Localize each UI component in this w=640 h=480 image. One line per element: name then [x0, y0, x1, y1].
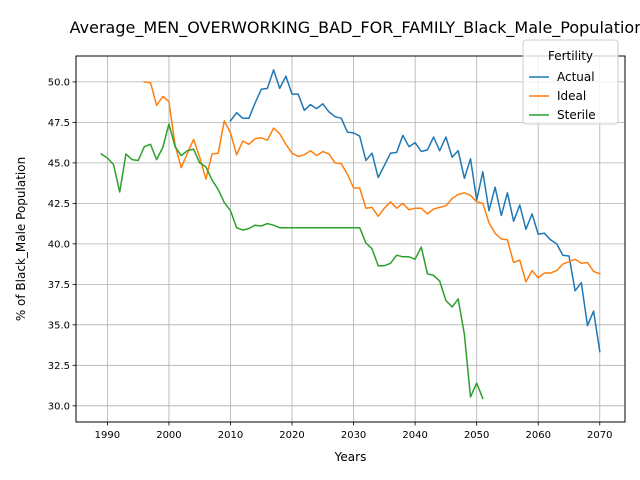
y-tick-label: 37.5	[48, 280, 70, 291]
x-tick-label: 2050	[464, 430, 489, 441]
x-axis-ticks: 1990 2000 2010 2020 2030 2040 2050 2060 2070	[95, 422, 612, 441]
chart-title: Average_MEN_OVERWORKING_BAD_FOR_FAMILY_B…	[70, 18, 640, 38]
legend-label-actual: Actual	[557, 70, 595, 84]
x-tick-label: 2000	[156, 430, 181, 441]
y-tick-label: 45.0	[48, 158, 70, 169]
y-tick-label: 30.0	[48, 401, 70, 412]
x-tick-label: 2020	[279, 430, 304, 441]
y-axis-ticks: 30.0 32.5 35.0 37.5 40.0 42.5 45.0 47.5 50.0	[48, 77, 76, 412]
series-line-sterile	[100, 123, 484, 400]
legend: Fertility Actual Ideal Sterile	[522, 39, 619, 125]
y-axis-label: % of Black_Male Population	[14, 157, 28, 321]
plot-area-frame	[75, 55, 626, 423]
y-tick-label: 50.0	[48, 77, 70, 88]
legend-box	[522, 39, 619, 125]
legend-label-sterile: Sterile	[557, 108, 596, 122]
y-tick-label: 35.0	[48, 320, 70, 331]
y-tick-label: 40.0	[48, 239, 70, 250]
series-line-actual	[229, 69, 601, 353]
x-tick-label: 2010	[218, 430, 243, 441]
x-axis-label: Years	[334, 450, 367, 464]
x-tick-label: 1990	[95, 430, 120, 441]
legend-entries: Actual Ideal Sterile	[529, 70, 596, 122]
y-tick-label: 42.5	[48, 199, 70, 210]
y-tick-label: 32.5	[48, 361, 70, 372]
x-tick-label: 2030	[341, 430, 366, 441]
x-tick-label: 2070	[587, 430, 612, 441]
series-line-ideal	[143, 81, 601, 283]
y-tick-label: 47.5	[48, 118, 70, 129]
x-tick-label: 2040	[402, 430, 427, 441]
legend-title: Fertility	[548, 49, 593, 63]
x-tick-label: 2060	[525, 430, 550, 441]
legend-label-ideal: Ideal	[557, 89, 586, 103]
series-lines	[100, 69, 601, 400]
